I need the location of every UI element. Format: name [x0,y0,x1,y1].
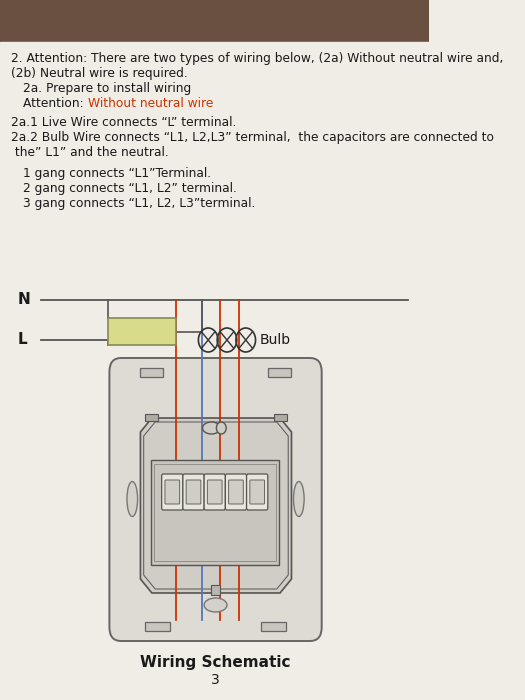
FancyBboxPatch shape [225,474,247,510]
Text: L3: L3 [229,513,243,523]
Text: L2: L2 [208,513,222,523]
FancyBboxPatch shape [247,474,268,510]
FancyBboxPatch shape [165,480,180,504]
Bar [108,318,175,345]
Text: Capacitor: Capacitor [113,325,170,338]
Ellipse shape [293,482,304,517]
Text: 2a. Prepare to install wiring: 2a. Prepare to install wiring [23,82,191,95]
Ellipse shape [127,482,138,517]
FancyBboxPatch shape [186,480,201,504]
Text: Bulb: Bulb [260,333,291,347]
Text: (2b) Neutral wire is required.: (2b) Neutral wire is required. [12,67,188,80]
Bar [0,0,428,42]
Text: Without neutral wire: Without neutral wire [88,97,214,110]
Text: L1: L1 [187,513,200,523]
Text: 2 gang connects “L1, L2” terminal.: 2 gang connects “L1, L2” terminal. [23,182,237,195]
Text: 3 gang connects “L1, L2, L3”terminal.: 3 gang connects “L1, L2, L3”terminal. [23,197,255,210]
Text: L: L [169,513,175,523]
FancyBboxPatch shape [183,474,204,510]
Text: L: L [18,332,28,347]
Bar [154,464,276,561]
Ellipse shape [203,422,220,434]
Text: the” L1” and the neutral.: the” L1” and the neutral. [12,146,169,159]
FancyBboxPatch shape [250,480,265,504]
FancyBboxPatch shape [228,480,243,504]
Bar [140,368,163,377]
Bar [261,622,286,631]
Text: 1 gang connects “L1”Terminal.: 1 gang connects “L1”Terminal. [23,167,211,180]
Ellipse shape [216,422,226,434]
Bar [211,585,220,595]
Text: 2. Attention: There are two types of wiring below, (2a) Without neutral wire and: 2. Attention: There are two types of wir… [12,52,504,65]
Text: 3: 3 [211,673,220,687]
Polygon shape [140,418,291,593]
Ellipse shape [204,598,227,612]
Bar [274,414,287,421]
FancyBboxPatch shape [162,474,183,510]
Text: Attention:: Attention: [23,97,95,110]
Bar [151,460,279,565]
FancyBboxPatch shape [109,358,322,641]
Text: N: N [18,293,30,307]
FancyBboxPatch shape [204,474,225,510]
FancyBboxPatch shape [207,480,222,504]
Bar [268,368,291,377]
Text: 2a.2 Bulb Wire connects “L1, L2,L3” terminal,  the capacitors are connected to: 2a.2 Bulb Wire connects “L1, L2,L3” term… [12,131,495,144]
Text: 2a.1 Live Wire connects “L” terminal.: 2a.1 Live Wire connects “L” terminal. [12,116,237,129]
Bar [145,414,159,421]
Bar [145,622,170,631]
Text: Wiring Schematic: Wiring Schematic [140,655,291,670]
